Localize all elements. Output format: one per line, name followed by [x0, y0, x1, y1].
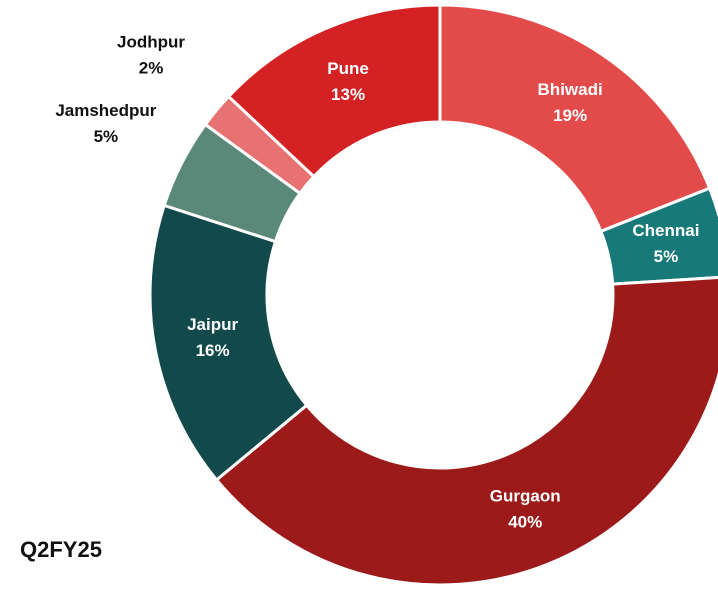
- slice-label: Bhiwadi: [538, 80, 603, 99]
- slice-value-label: 13%: [331, 85, 365, 104]
- slice-label: Pune: [327, 59, 369, 78]
- slice-value-label: 5%: [94, 127, 119, 146]
- slice-label: Chennai: [632, 221, 699, 240]
- donut-slice: [214, 276, 718, 587]
- donut-slice: [598, 186, 718, 286]
- slice-value-label: 16%: [196, 341, 230, 360]
- donut-slice: [438, 3, 712, 234]
- slice-value-label: 40%: [508, 513, 542, 532]
- chart-title: Q2FY25: [20, 537, 102, 562]
- slice-value-label: 19%: [553, 106, 587, 125]
- slice-label: Jaipur: [187, 315, 238, 334]
- slice-value-label: 5%: [654, 247, 679, 266]
- donut-slice: [148, 203, 309, 482]
- slice-value-label: 2%: [139, 58, 164, 77]
- slice-label: Jodhpur: [117, 32, 185, 51]
- donut-slice: [226, 3, 442, 179]
- slice-label: Jamshedpur: [55, 101, 156, 120]
- slice-label: Gurgaon: [490, 487, 561, 506]
